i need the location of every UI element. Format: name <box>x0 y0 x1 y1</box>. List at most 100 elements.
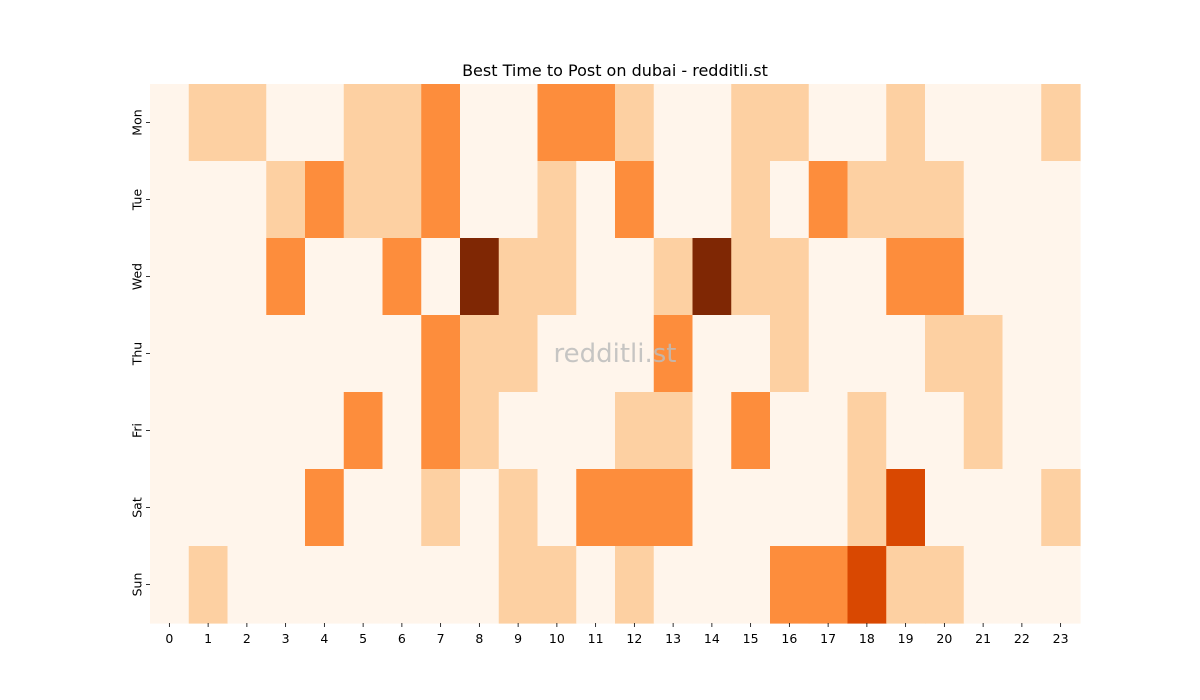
heatmap-cell-sun-22 <box>1002 546 1042 624</box>
heatmap-cell-thu-23 <box>1041 315 1081 393</box>
heatmap-cell-wed-20 <box>925 238 965 316</box>
heatmap-cell-sat-6 <box>382 469 422 547</box>
heatmap-cells <box>150 84 1081 624</box>
heatmap-cell-wed-14 <box>692 238 732 316</box>
heatmap-cell-tue-18 <box>847 161 887 239</box>
x-tick-label-7: 7 <box>437 631 445 646</box>
heatmap-cell-tue-12 <box>615 161 655 239</box>
heatmap-cell-sun-7 <box>421 546 461 624</box>
heatmap-cell-tue-10 <box>537 161 577 239</box>
heatmap-cell-fri-17 <box>808 392 849 470</box>
y-axis-ticks: Mon Tue Wed Thu Fri Sat Sun <box>130 109 150 596</box>
heatmap-cell-tue-8 <box>460 161 500 239</box>
x-tick-label-22: 22 <box>1014 631 1030 646</box>
heatmap-cell-sat-18 <box>847 469 887 547</box>
heatmap-cell-sat-8 <box>460 469 500 547</box>
heatmap-cell-sat-11 <box>576 469 616 547</box>
heatmap-cell-mon-3 <box>266 84 306 162</box>
heatmap-cell-mon-8 <box>460 84 500 162</box>
heatmap-cell-mon-17 <box>808 84 849 162</box>
heatmap-cell-sat-1 <box>188 469 229 547</box>
heatmap-cell-thu-20 <box>925 315 965 393</box>
heatmap-cell-tue-11 <box>576 161 616 239</box>
heatmap-cell-tue-3 <box>266 161 306 239</box>
heatmap-cell-sun-19 <box>886 546 926 624</box>
heatmap-cell-sun-17 <box>808 546 849 624</box>
heatmap-cell-wed-2 <box>227 238 267 316</box>
heatmap-cell-thu-13 <box>653 315 694 393</box>
x-tick-label-18: 18 <box>859 631 875 646</box>
heatmap-cell-thu-21 <box>963 315 1004 393</box>
heatmap-cell-tue-7 <box>421 161 461 239</box>
heatmap-cell-thu-11 <box>576 315 616 393</box>
heatmap-cell-mon-11 <box>576 84 616 162</box>
heatmap-cell-thu-12 <box>615 315 655 393</box>
heatmap-cell-sat-9 <box>498 469 539 547</box>
x-tick-label-15: 15 <box>743 631 759 646</box>
heatmap-cell-tue-2 <box>227 161 267 239</box>
heatmap-cell-fri-1 <box>188 392 229 470</box>
heatmap-cell-tue-13 <box>653 161 694 239</box>
chart-title: Best Time to Post on dubai - redditli.st <box>462 61 768 80</box>
x-tick-label-0: 0 <box>165 631 173 646</box>
heatmap-cell-fri-14 <box>692 392 732 470</box>
heatmap-cell-thu-2 <box>227 315 267 393</box>
y-tick-label-mon: Mon <box>130 109 145 135</box>
heatmap-cell-fri-6 <box>382 392 422 470</box>
heatmap-cell-sat-16 <box>770 469 810 547</box>
heatmap-cell-sat-2 <box>227 469 267 547</box>
heatmap-cell-sat-19 <box>886 469 926 547</box>
heatmap-cell-thu-8 <box>460 315 500 393</box>
heatmap-cell-wed-21 <box>963 238 1004 316</box>
heatmap-cell-mon-19 <box>886 84 926 162</box>
heatmap-cell-thu-9 <box>498 315 539 393</box>
heatmap-cell-sun-9 <box>498 546 539 624</box>
heatmap-cell-thu-17 <box>808 315 849 393</box>
heatmap-cell-fri-23 <box>1041 392 1081 470</box>
heatmap-cell-sun-8 <box>460 546 500 624</box>
heatmap-cell-tue-6 <box>382 161 422 239</box>
heatmap-cell-tue-22 <box>1002 161 1042 239</box>
x-tick-label-19: 19 <box>898 631 914 646</box>
heatmap-cell-fri-15 <box>731 392 771 470</box>
watermark: redditli.st <box>554 339 677 369</box>
heatmap-cell-sun-5 <box>343 546 384 624</box>
heatmap-cell-sun-10 <box>537 546 577 624</box>
heatmap-cell-wed-6 <box>382 238 422 316</box>
heatmap-cell-fri-11 <box>576 392 616 470</box>
heatmap-cell-thu-10 <box>537 315 577 393</box>
heatmap-cell-fri-5 <box>343 392 384 470</box>
heatmap-cell-thu-14 <box>692 315 732 393</box>
heatmap-cell-sun-0 <box>150 546 190 624</box>
heatmap-cell-sat-3 <box>266 469 306 547</box>
heatmap-cell-tue-4 <box>305 161 345 239</box>
heatmap-cell-sat-21 <box>963 469 1004 547</box>
heatmap-cell-fri-7 <box>421 392 461 470</box>
heatmap-cell-wed-12 <box>615 238 655 316</box>
heatmap-cell-fri-2 <box>227 392 267 470</box>
heatmap-cell-fri-4 <box>305 392 345 470</box>
heatmap-cell-wed-10 <box>537 238 577 316</box>
heatmap-cell-sat-13 <box>653 469 694 547</box>
heatmap-cell-fri-16 <box>770 392 810 470</box>
heatmap-cell-wed-7 <box>421 238 461 316</box>
x-tick-label-9: 9 <box>514 631 522 646</box>
heatmap-cell-thu-7 <box>421 315 461 393</box>
x-tick-label-14: 14 <box>704 631 720 646</box>
heatmap-cell-tue-15 <box>731 161 771 239</box>
heatmap-cell-wed-22 <box>1002 238 1042 316</box>
heatmap-cell-fri-12 <box>615 392 655 470</box>
heatmap-cell-sun-11 <box>576 546 616 624</box>
heatmap-cell-sun-14 <box>692 546 732 624</box>
heatmap-cell-tue-5 <box>343 161 384 239</box>
x-tick-label-12: 12 <box>626 631 642 646</box>
heatmap-cell-thu-3 <box>266 315 306 393</box>
heatmap-cell-sun-23 <box>1041 546 1081 624</box>
heatmap-cell-wed-19 <box>886 238 926 316</box>
heatmap-cell-mon-5 <box>343 84 384 162</box>
y-tick-label-wed: Wed <box>130 263 145 290</box>
heatmap-cell-sun-15 <box>731 546 771 624</box>
heatmap-cell-sat-7 <box>421 469 461 547</box>
x-tick-label-16: 16 <box>781 631 797 646</box>
